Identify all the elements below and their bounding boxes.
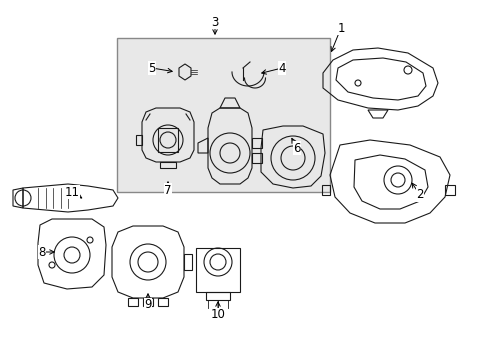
Text: 8: 8	[38, 246, 45, 258]
Text: 4: 4	[278, 62, 285, 75]
Text: 7: 7	[164, 184, 171, 197]
Text: 5: 5	[148, 62, 155, 75]
Text: 1: 1	[337, 22, 344, 35]
Text: 11: 11	[64, 185, 80, 198]
Text: 9: 9	[144, 298, 151, 311]
Text: 6: 6	[293, 141, 300, 154]
Bar	[117, 38, 329, 192]
Text: 3: 3	[211, 15, 218, 28]
Text: 10: 10	[210, 309, 225, 321]
Text: 2: 2	[415, 189, 423, 202]
